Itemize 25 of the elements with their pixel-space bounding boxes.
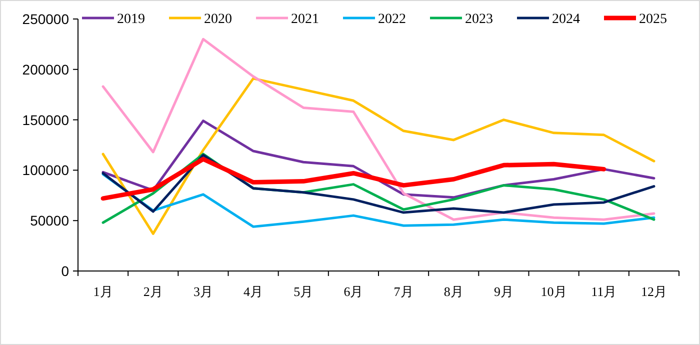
x-tick-label: 12月	[640, 284, 667, 299]
y-tick-label: 50000	[30, 212, 70, 229]
y-tick-label: 0	[61, 263, 70, 279]
x-tick-label: 6月	[344, 284, 364, 299]
y-tick-label: 150000	[22, 112, 70, 128]
x-tick-label: 7月	[394, 284, 414, 299]
legend-label: 2024	[552, 12, 580, 27]
legend-label: 2025	[639, 12, 667, 27]
legend-label: 2023	[465, 12, 493, 27]
legend-label: 2021	[291, 12, 319, 27]
y-tick-label: 250000	[22, 11, 70, 27]
legend-label: 2019	[117, 12, 145, 27]
x-tick-label: 3月	[193, 284, 213, 299]
legend-label: 2020	[204, 12, 232, 27]
x-tick-label: 11月	[591, 284, 617, 299]
x-tick-label: 4月	[244, 284, 264, 299]
x-tick-label: 10月	[540, 284, 567, 299]
x-tick-label: 8月	[444, 284, 464, 299]
x-tick-label: 2月	[143, 284, 163, 299]
x-tick-label: 5月	[294, 284, 314, 299]
x-tick-label: 1月	[93, 284, 113, 299]
x-tick-label: 9月	[494, 284, 514, 299]
legend-label: 2022	[378, 12, 406, 27]
y-tick-label: 200000	[22, 61, 70, 78]
y-tick-label: 100000	[22, 162, 70, 178]
